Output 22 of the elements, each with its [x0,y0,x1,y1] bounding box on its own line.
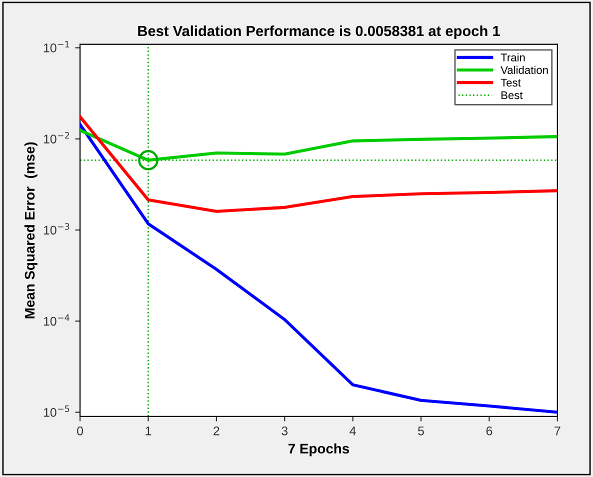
x-tick-label: 4 [350,426,356,436]
line-series [80,122,558,414]
chart-title: Best Validation Performance is 0.0058381 at epoch 1 [138,25,500,40]
x-tick-label: 1 [146,426,152,436]
y-tick-label: 10$^{−2}$ [44,132,70,144]
legend-label: Test [500,78,521,87]
line-series [80,115,558,213]
x-tick-label: 2 [214,426,220,436]
x-tick-label: 3 [282,426,288,436]
x-tick-label: 0 [77,426,84,436]
y-tick-label: 10$^{−5}$ [44,406,70,417]
y-tick-label: 10$^{−4}$ [44,314,70,326]
x-tick-label: 6 [486,426,492,436]
x-tick-label: 5 [418,426,424,436]
x-tick-label: 7 [554,426,560,436]
legend-label: Best [501,91,523,100]
y-tick-label: 10$^{−1}$ [44,41,70,52]
y-axis-title: Mean Squared Error (mse) [24,142,38,318]
legend-label: Train [500,53,525,62]
y-tick-label: 10$^{−3}$ [44,223,70,235]
x-axis-title: 7 Epochs [288,443,350,456]
legend-label: Validation [500,66,548,74]
